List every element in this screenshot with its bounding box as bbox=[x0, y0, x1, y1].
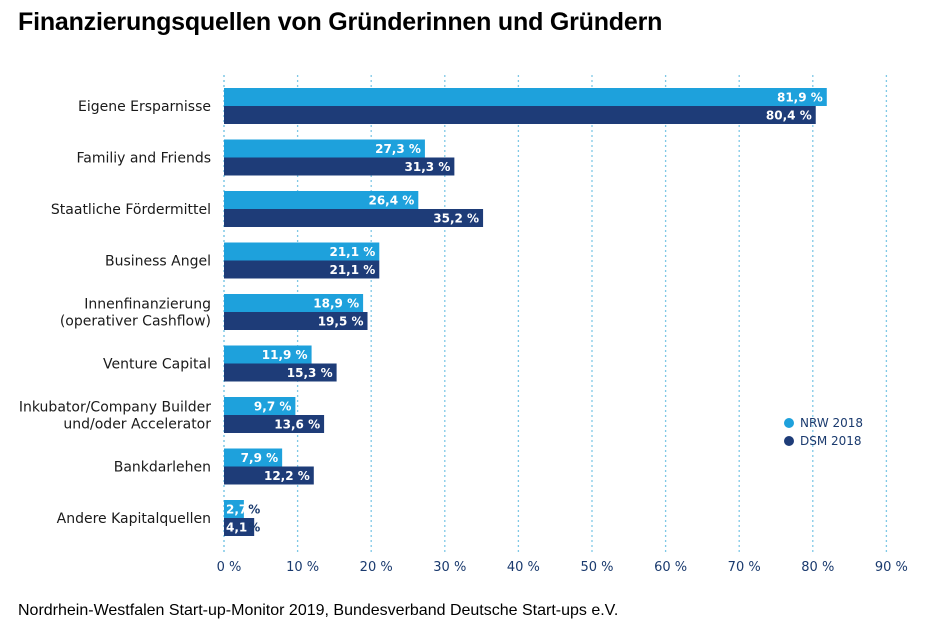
x-tick-label: 20 % bbox=[360, 560, 393, 575]
category-label: Innenfinanzierung (operativer Cashflow) bbox=[60, 297, 211, 330]
bar-value-label: 7,9 % bbox=[241, 451, 278, 465]
bar-value-label: 26,4 % bbox=[368, 194, 414, 208]
chart-title: Finanzierungsquellen von Gründerinnen un… bbox=[18, 8, 663, 36]
bar-chart: 0 % 10 % 20 % 30 % 40 % 50 % 60 % 70 % 80 % 90 % E… bbox=[19, 75, 908, 576]
bar-nrw-2018 bbox=[224, 191, 419, 209]
x-tick-label: 40 % bbox=[507, 560, 540, 575]
category-label: Venture Capital bbox=[103, 357, 211, 373]
x-tick-label: 50 % bbox=[580, 560, 613, 575]
bar-nrw-2018 bbox=[224, 139, 425, 158]
bar-value-label: 80,4 % bbox=[766, 109, 812, 123]
x-tick-label: 80 % bbox=[801, 560, 834, 575]
legend-marker bbox=[784, 436, 794, 446]
bar-dsm-2018 bbox=[224, 312, 368, 330]
legend-label: NRW 2018 bbox=[800, 416, 863, 430]
bar-nrw-2018 bbox=[224, 345, 312, 364]
category-label: Business Angel bbox=[105, 254, 211, 270]
bar-value-label: 81,9 % bbox=[777, 91, 823, 105]
category-label: Eigene Ersparnisse bbox=[78, 99, 211, 115]
x-tick-label: 60 % bbox=[654, 560, 687, 575]
bar-nrw-2018 bbox=[224, 294, 364, 312]
bar-value-label: 27,3 % bbox=[375, 142, 421, 156]
bar-value-label: 11,9 % bbox=[262, 348, 308, 362]
legend-marker bbox=[784, 418, 794, 428]
labels: 0 % 10 % 20 % 30 % 40 % 50 % 60 % 70 % 80 % 90 % E… bbox=[19, 91, 908, 576]
legend: NRW 2018 DSM 2018 bbox=[784, 416, 863, 448]
bar-value-label: 21,1 % bbox=[329, 245, 375, 259]
bar-dsm-2018 bbox=[224, 260, 380, 279]
legend-label: DSM 2018 bbox=[800, 434, 862, 448]
bar-value-label: 2,7% bbox=[226, 503, 260, 517]
bar-dsm-2018 bbox=[224, 466, 314, 485]
category-label: Inkubator/Company Builder und/oder Accele… bbox=[19, 400, 211, 433]
bar-dsm-2018 bbox=[224, 106, 816, 124]
bar-dsm-2018 bbox=[224, 363, 337, 382]
bar-nrw-2018 bbox=[224, 448, 283, 467]
bar-value-label: 12,2 % bbox=[264, 469, 310, 483]
bar-value-label: 9,7 % bbox=[254, 400, 291, 414]
bar-value-label: 21,1 % bbox=[329, 263, 375, 277]
bar-value-label: 19,5 % bbox=[318, 315, 364, 329]
bars bbox=[224, 88, 827, 536]
category-label: Familiy and Friends bbox=[76, 151, 211, 167]
bar-value-label: 4,1% bbox=[226, 521, 260, 535]
bar-dsm-2018 bbox=[224, 157, 455, 176]
bar-nrw-2018 bbox=[224, 242, 380, 261]
x-tick-label: 0 % bbox=[217, 560, 242, 575]
bar-value-label: 15,3 % bbox=[287, 366, 333, 380]
source-note: Nordrhein-Westfalen Start-up-Monitor 201… bbox=[18, 602, 619, 619]
bar-nrw-2018 bbox=[224, 500, 244, 518]
category-label: Bankdarlehen bbox=[114, 460, 211, 476]
category-label: Andere Kapitalquellen bbox=[57, 511, 211, 527]
category-label: Staatliche Fördermittel bbox=[51, 202, 211, 218]
bar-dsm-2018 bbox=[224, 518, 255, 536]
bar-value-label: 31,3 % bbox=[405, 160, 451, 174]
x-tick-label: 70 % bbox=[728, 560, 761, 575]
bar-dsm-2018 bbox=[224, 209, 484, 227]
x-tick-label: 30 % bbox=[433, 560, 466, 575]
bar-value-label: 13,6 % bbox=[274, 418, 320, 432]
bar-nrw-2018 bbox=[224, 88, 827, 106]
bar-nrw-2018 bbox=[224, 397, 296, 415]
x-tick-label: 90 % bbox=[875, 560, 908, 575]
bar-value-label: 35,2 % bbox=[433, 212, 479, 226]
bar-dsm-2018 bbox=[224, 415, 325, 433]
bar-value-label: 18,9 % bbox=[313, 297, 359, 311]
x-tick-label: 10 % bbox=[286, 560, 319, 575]
